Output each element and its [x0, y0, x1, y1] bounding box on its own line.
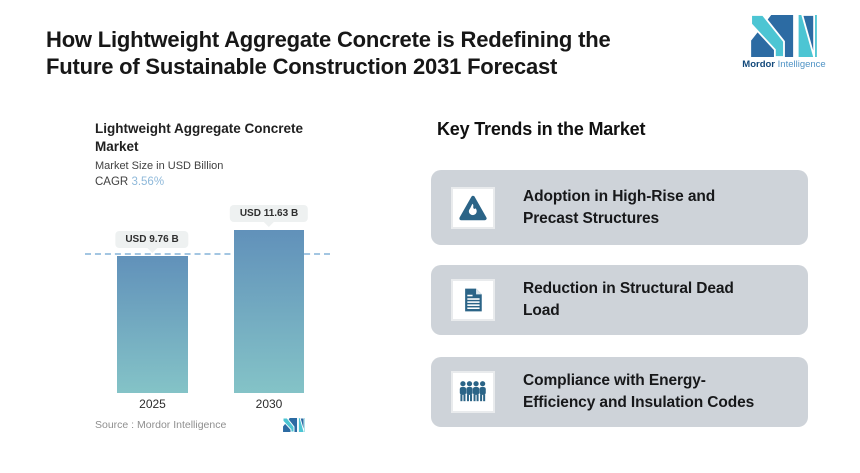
mordor-logo-icon: [750, 15, 817, 57]
flame-triangle-icon: [459, 195, 487, 220]
trend-label: Reduction in Structural Dead Load: [523, 280, 734, 319]
bar-chart: USD 9.76 B USD 11.63 B 2025 2030: [85, 200, 335, 411]
people-group-icon: [459, 381, 486, 402]
document-icon: [465, 288, 482, 312]
trend-card-energy-codes: Compliance with Energy- Efficiency and I…: [431, 357, 808, 427]
chart-title: Lightweight Aggregate Concrete Market: [95, 121, 304, 154]
brand-name: Mordor Intelligence: [742, 59, 826, 70]
mini-mordor-logo-icon: [282, 417, 305, 437]
bar-2030: [234, 230, 304, 393]
x-tick-2025: 2025: [139, 397, 166, 411]
value-label-2030: USD 11.63 B: [229, 205, 309, 222]
reference-dashed-line: [85, 253, 330, 255]
bar-2025: [117, 256, 188, 393]
trend-card-high-rise: Adoption in High-Rise and Precast Struct…: [431, 170, 808, 245]
chart-cagr: CAGR 3.56%: [95, 176, 335, 188]
x-tick-2030: 2030: [255, 397, 283, 411]
icon-box: [451, 279, 495, 321]
trend-card-dead-load: Reduction in Structural Dead Load: [431, 265, 808, 335]
trend-label: Compliance with Energy- Efficiency and I…: [523, 372, 755, 411]
icon-box: [451, 371, 495, 413]
cagr-value: 3.56%: [131, 176, 165, 189]
brand-logo: Mordor Intelligence: [738, 15, 830, 70]
trend-label: Adoption in High-Rise and Precast Struct…: [523, 187, 716, 227]
chart-header: Lightweight Aggregate Concrete Market Ma…: [95, 120, 335, 188]
chart-subtitle: Market Size in USD Billion: [95, 160, 224, 173]
cagr-label: CAGR: [95, 176, 129, 189]
page-title: How Lightweight Aggregate Concrete is Re…: [46, 27, 611, 80]
value-label-2025: USD 9.76 B: [115, 231, 189, 248]
trends-heading: Key Trends in the Market: [437, 119, 646, 139]
source-text: Source : Mordor Intelligence: [95, 419, 227, 431]
icon-box: [451, 186, 495, 229]
